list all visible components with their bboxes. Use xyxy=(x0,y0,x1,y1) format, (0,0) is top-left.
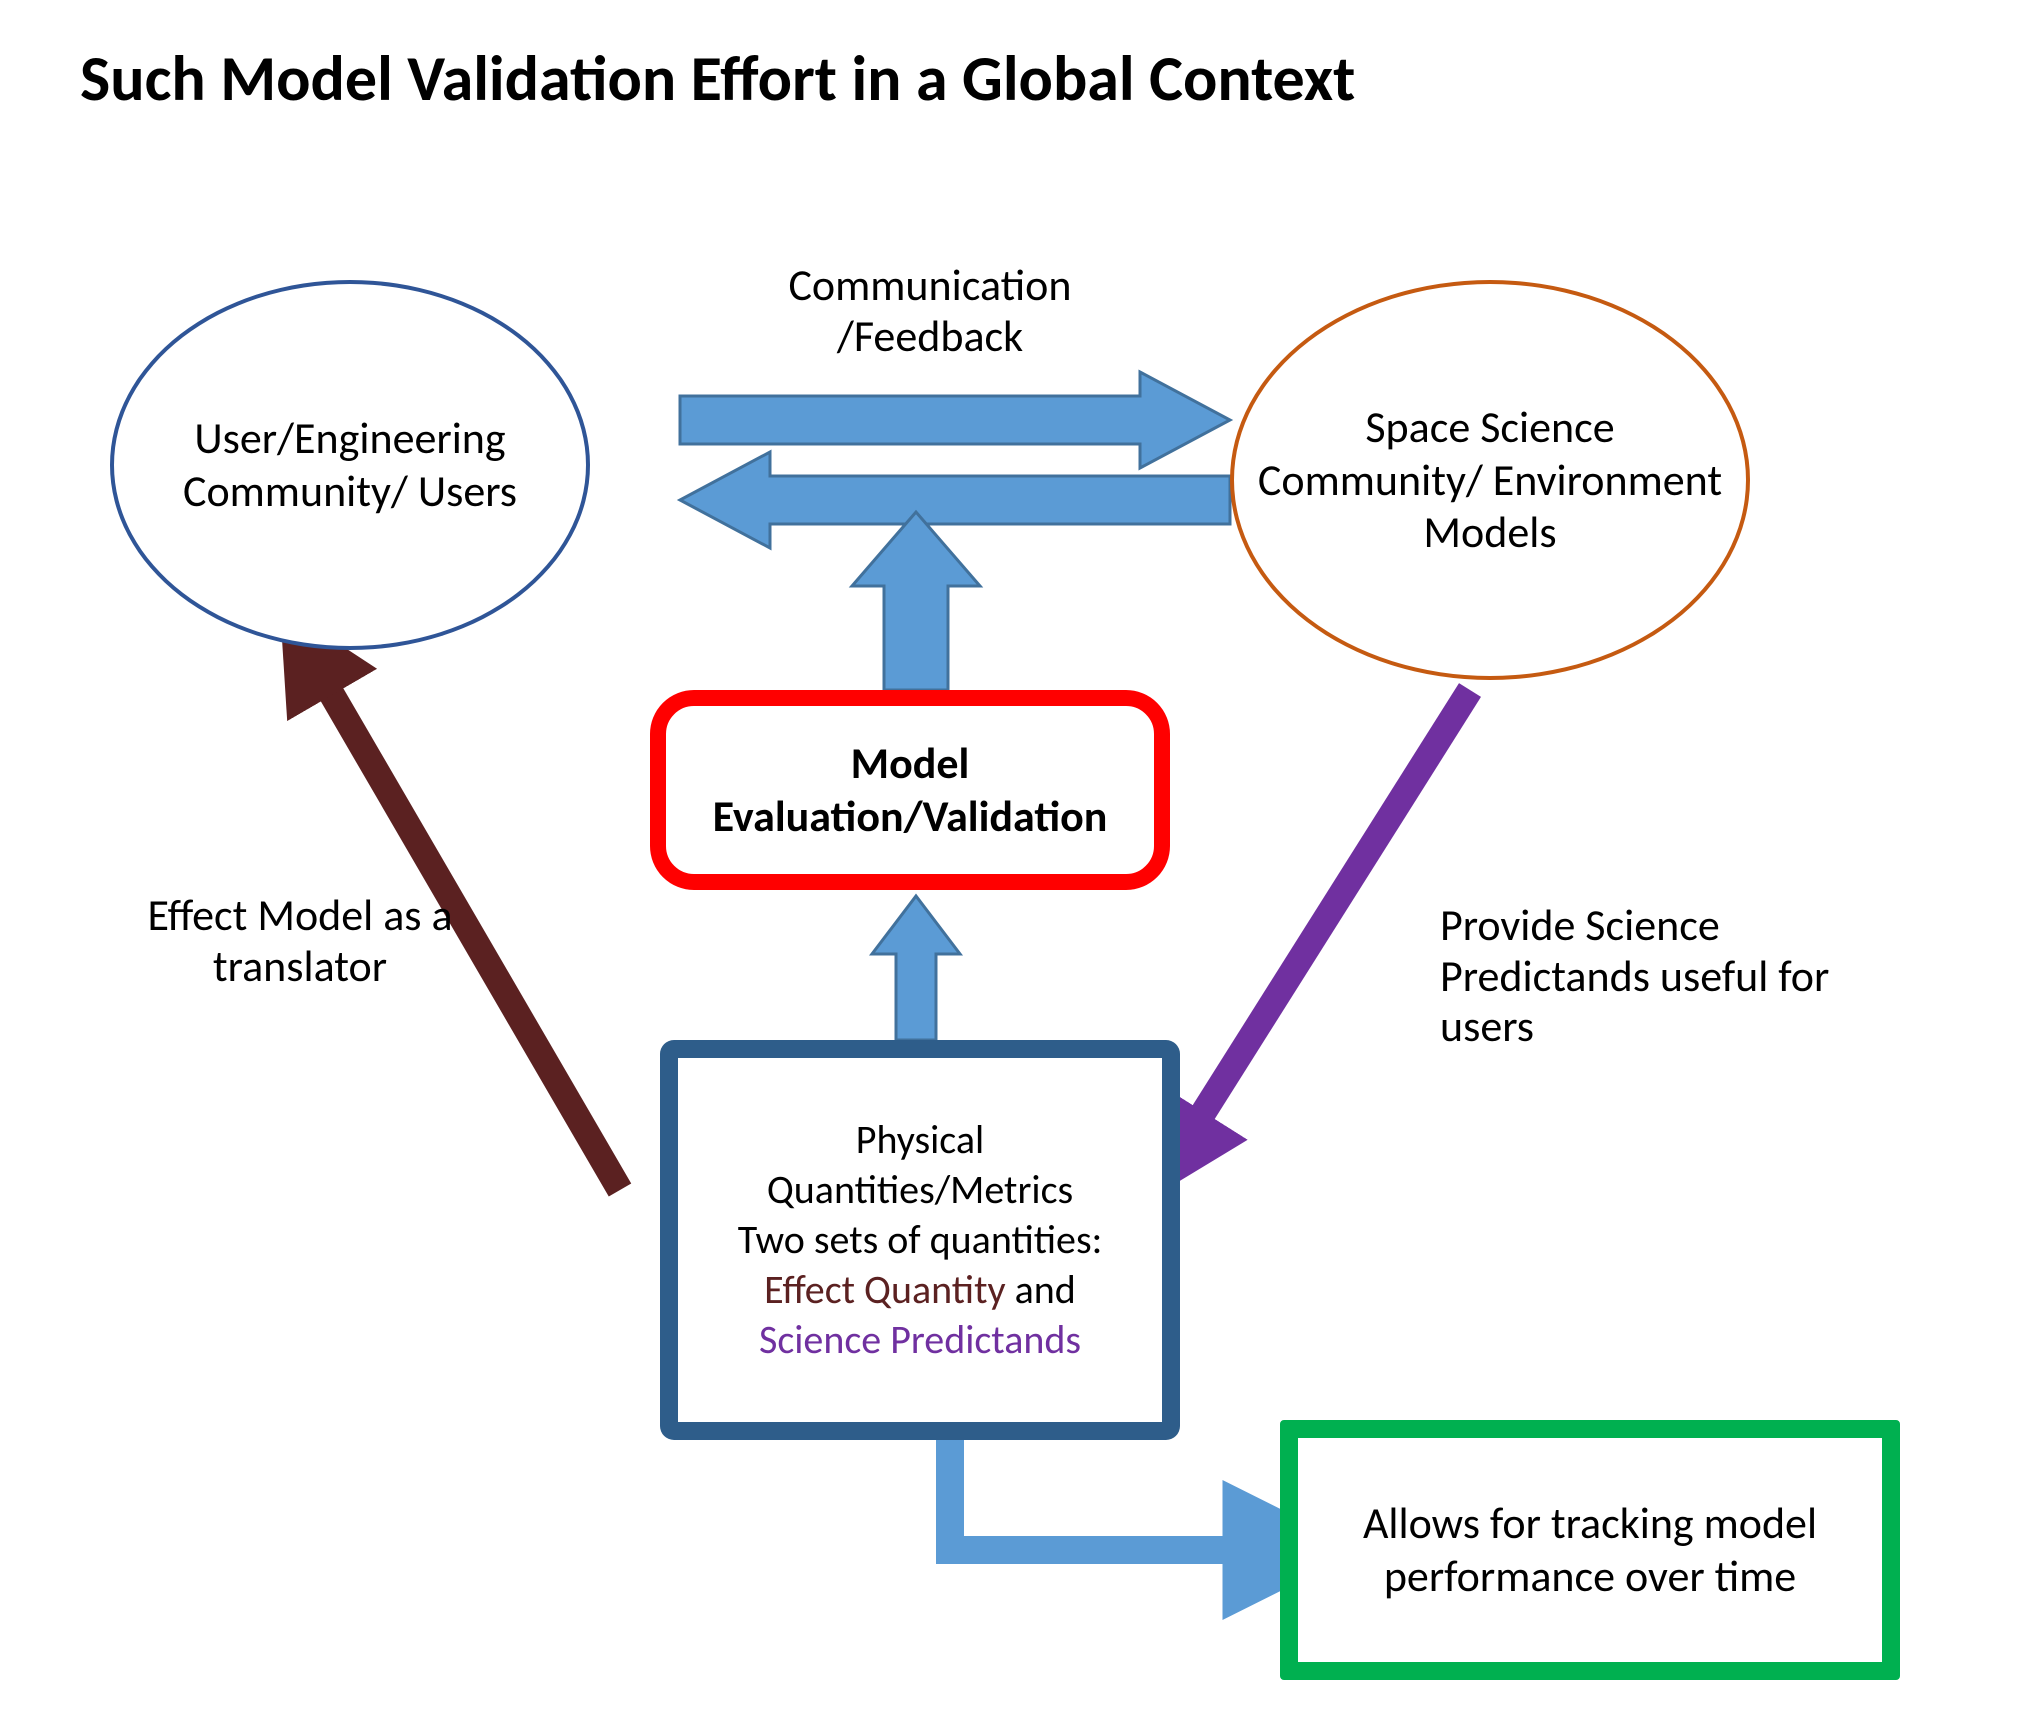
arrow-tracking xyxy=(950,1440,1256,1550)
metrics-and: and xyxy=(1006,1265,1076,1314)
node-metrics-content: Physical Quantities/Metrics Two sets of … xyxy=(678,1103,1162,1377)
node-tracking: Allows for tracking model performance ov… xyxy=(1280,1420,1900,1680)
page-title: Such Model Validation Effort in a Global… xyxy=(80,40,1355,118)
metrics-line2: Two sets of quantities: xyxy=(738,1215,1103,1264)
metrics-effect: Effect Quantity xyxy=(764,1265,1005,1314)
node-eval-text: Model Evaluation/Validation xyxy=(666,737,1154,843)
node-metrics: Physical Quantities/Metrics Two sets of … xyxy=(660,1040,1180,1440)
arrow-metrics-to-eval xyxy=(872,896,960,1040)
label-effect: Effect Model as a translator xyxy=(140,890,460,991)
metrics-line1: Physical Quantities/Metrics xyxy=(767,1115,1073,1214)
label-provide: Provide Science Predictands useful for u… xyxy=(1440,900,1870,1052)
node-tracking-text: Allows for tracking model performance ov… xyxy=(1298,1497,1882,1603)
arrow-comm-right xyxy=(680,372,1230,468)
label-communication: Communication /Feedback xyxy=(700,260,1160,361)
diagram-canvas: Such Model Validation Effort in a Global… xyxy=(0,0,2036,1716)
node-users-text: User/Engineering Community/ Users xyxy=(114,412,586,518)
node-science-text: Space Science Community/ Environment Mod… xyxy=(1234,401,1746,559)
node-science: Space Science Community/ Environment Mod… xyxy=(1230,280,1750,680)
node-eval: Model Evaluation/Validation xyxy=(650,690,1170,890)
arrow-comm-left xyxy=(680,452,1230,548)
metrics-predictands: Science Predictands xyxy=(759,1315,1081,1364)
node-users: User/Engineering Community/ Users xyxy=(110,280,590,650)
arrow-eval-up xyxy=(852,512,980,690)
arrow-provide xyxy=(1176,690,1470,1156)
